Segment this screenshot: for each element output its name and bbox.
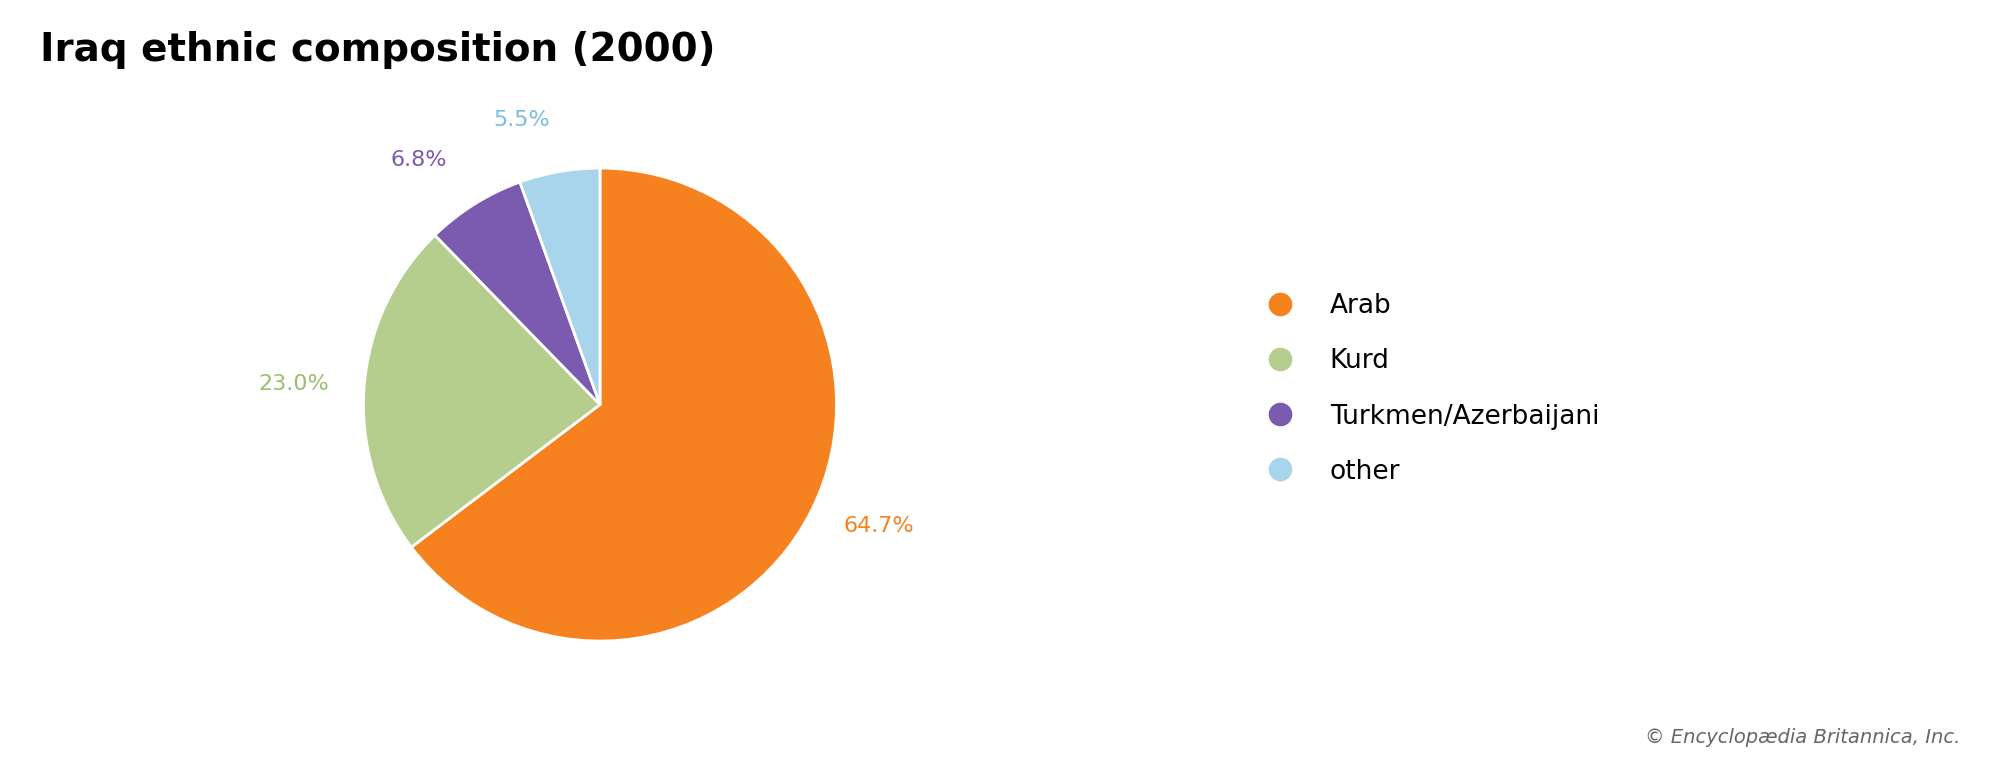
Wedge shape [434, 182, 600, 405]
Text: Iraq ethnic composition (2000): Iraq ethnic composition (2000) [40, 31, 716, 69]
Text: 6.8%: 6.8% [390, 150, 446, 170]
Legend: Arab, Kurd, Turkmen/Azerbaijani, other: Arab, Kurd, Turkmen/Azerbaijani, other [1254, 293, 1600, 485]
Text: © Encyclopædia Britannica, Inc.: © Encyclopædia Britannica, Inc. [1644, 728, 1960, 747]
Wedge shape [520, 168, 600, 405]
Text: 5.5%: 5.5% [494, 110, 550, 130]
Text: 23.0%: 23.0% [258, 374, 328, 394]
Wedge shape [364, 235, 600, 547]
Wedge shape [412, 168, 836, 641]
Text: 64.7%: 64.7% [844, 516, 914, 536]
